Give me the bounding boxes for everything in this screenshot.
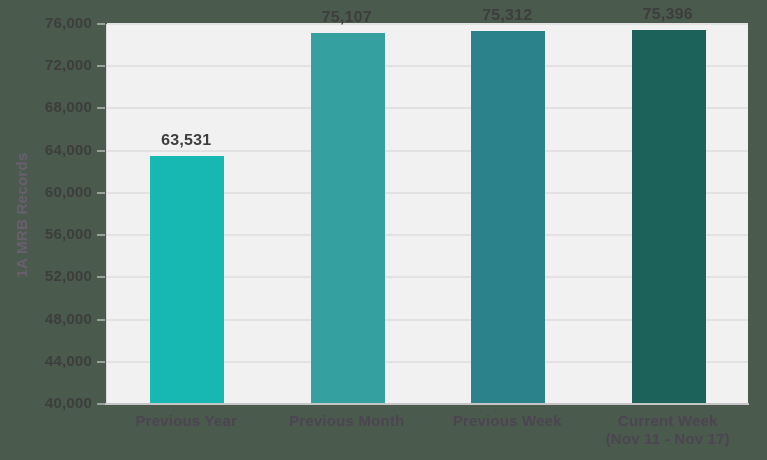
y-tick-label: 64,000 bbox=[44, 141, 92, 159]
bar bbox=[150, 155, 225, 404]
bar bbox=[310, 33, 385, 404]
gridline bbox=[107, 65, 748, 68]
category-label: Previous Week bbox=[417, 413, 597, 431]
value-label: 75,312 bbox=[482, 7, 533, 25]
y-tick-label: 52,000 bbox=[44, 268, 92, 286]
value-label: 75,107 bbox=[321, 9, 372, 27]
gridline bbox=[107, 149, 748, 152]
category-label: Current Week (Nov 11 - Nov 17) bbox=[578, 413, 758, 449]
y-tick-mark bbox=[97, 234, 105, 237]
category-label-line: (Nov 11 - Nov 17) bbox=[605, 431, 730, 448]
gridline bbox=[107, 360, 748, 363]
category-label-line: Previous Week bbox=[452, 413, 562, 430]
plot-area bbox=[106, 23, 748, 405]
y-tick-mark bbox=[97, 23, 105, 25]
gridline bbox=[107, 234, 748, 237]
y-axis-title: 1A MRB Records bbox=[14, 152, 31, 278]
y-tick-label: 68,000 bbox=[44, 99, 92, 117]
y-tick-label: 76,000 bbox=[44, 15, 92, 32]
category-label: Previous Month bbox=[257, 413, 437, 431]
bar bbox=[471, 31, 546, 404]
y-tick-label: 40,000 bbox=[44, 395, 92, 412]
value-label: 63,531 bbox=[161, 131, 212, 149]
gridline bbox=[107, 23, 748, 25]
y-tick-mark bbox=[97, 107, 105, 110]
gridline bbox=[107, 318, 748, 321]
gridline bbox=[107, 191, 748, 194]
category-label: Previous Year bbox=[96, 413, 276, 431]
y-tick-label: 56,000 bbox=[44, 226, 92, 244]
y-tick-label: 60,000 bbox=[44, 183, 92, 201]
bar bbox=[631, 30, 706, 404]
y-tick-mark bbox=[97, 149, 105, 152]
y-tick-mark bbox=[97, 191, 105, 194]
category-label-line: Previous Year bbox=[135, 413, 238, 430]
category-label-line: Current Week bbox=[617, 413, 718, 430]
y-tick-mark bbox=[97, 318, 105, 321]
y-tick-mark bbox=[97, 65, 105, 68]
y-tick-mark bbox=[97, 403, 105, 405]
x-axis-line bbox=[105, 403, 749, 405]
y-tick-mark bbox=[97, 360, 105, 363]
y-tick-label: 48,000 bbox=[44, 310, 92, 328]
gridline bbox=[107, 276, 748, 279]
value-label: 75,396 bbox=[642, 6, 693, 24]
gridline bbox=[107, 107, 748, 110]
y-tick-label: 44,000 bbox=[44, 352, 92, 370]
y-tick-label: 72,000 bbox=[44, 57, 92, 75]
category-label-line: Previous Month bbox=[289, 413, 405, 430]
y-tick-mark bbox=[97, 276, 105, 279]
